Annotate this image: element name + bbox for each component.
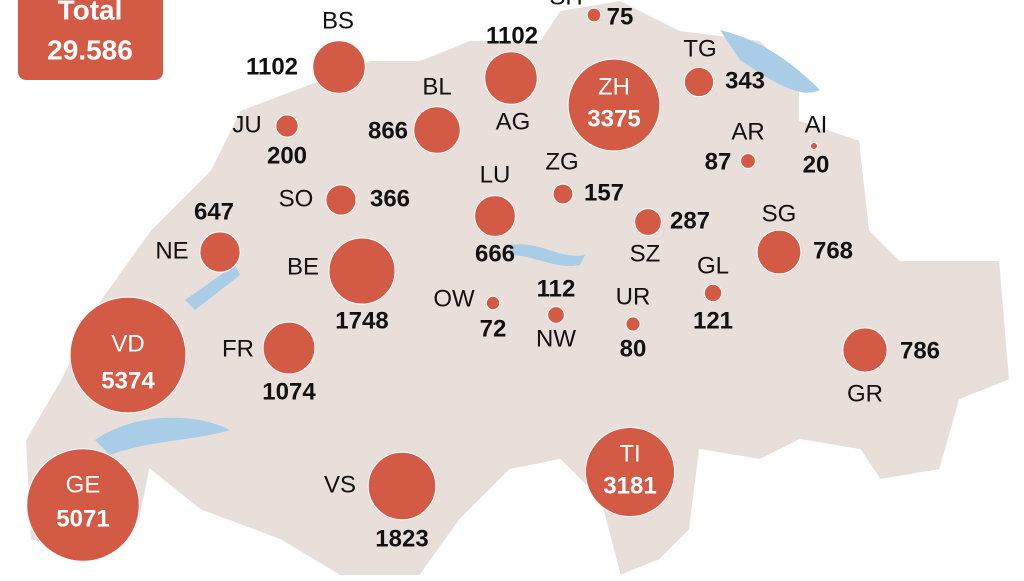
canton-value: 768 [813, 237, 853, 264]
canton-code: AG [496, 108, 531, 135]
canton-code: NW [536, 325, 576, 352]
canton-value: 112 [537, 275, 576, 302]
canton-code: ZH [598, 73, 630, 100]
canton-code: GE [66, 471, 101, 498]
total-label: Total [58, 0, 123, 25]
bubble [842, 327, 888, 373]
bubble [809, 141, 819, 151]
canton-value: 1102 [486, 22, 538, 49]
bubble [552, 183, 574, 205]
canton-code: OW [433, 285, 475, 312]
bubble [586, 7, 602, 23]
canton-code: UR [616, 283, 651, 310]
canton-value: 1748 [335, 307, 388, 334]
lake [510, 244, 585, 267]
canton-value: 1823 [375, 525, 428, 552]
canton-value: 1102 [246, 53, 298, 80]
bubble [474, 195, 516, 237]
lake [185, 265, 240, 310]
bubble [740, 153, 756, 169]
canton-code: GR [847, 380, 883, 407]
bubble [625, 316, 641, 332]
bubble [367, 451, 437, 521]
canton-value: 666 [475, 240, 515, 267]
canton-code: AR [731, 118, 764, 145]
canton-code: TI [619, 440, 640, 467]
canton-value: 75 [607, 3, 634, 30]
canton-value: 786 [900, 337, 940, 364]
bubble [485, 295, 501, 311]
canton-code: LU [480, 161, 511, 188]
canton-code: JU [232, 111, 261, 138]
bubble [262, 321, 316, 375]
bubble [325, 184, 357, 216]
canton-value: 287 [670, 207, 710, 234]
canton-code: SH [549, 0, 582, 10]
canton-code: VS [324, 471, 356, 498]
canton-value: 80 [620, 335, 647, 362]
lake [95, 417, 230, 455]
canton-code: BS [322, 7, 354, 34]
canton-code: VD [111, 330, 144, 357]
bubble [756, 229, 802, 275]
canton-code: SG [762, 200, 797, 227]
bubble [69, 296, 187, 414]
bubble [703, 283, 723, 303]
canton-value: 866 [368, 117, 408, 144]
canton-code: BL [422, 73, 451, 100]
bubble [199, 231, 241, 273]
canton-value: 3181 [603, 472, 656, 499]
bubble [547, 306, 565, 324]
canton-value: 5374 [101, 367, 155, 394]
bubble [484, 51, 538, 105]
bubble [312, 40, 366, 94]
bubble [413, 106, 461, 154]
canton-value: 343 [725, 67, 765, 94]
bubble [584, 426, 676, 518]
canton-code: GL [697, 252, 729, 279]
canton-code: SO [279, 185, 314, 212]
canton-value: 1074 [262, 378, 316, 405]
canton-value: 647 [194, 198, 234, 225]
canton-code: FR [222, 335, 254, 362]
canton-value: 366 [370, 185, 410, 212]
canton-value: 3375 [587, 105, 640, 132]
bubble [275, 114, 299, 138]
bubble [634, 208, 662, 236]
canton-value: 87 [705, 148, 732, 175]
lake [720, 30, 820, 93]
canton-code: AI [805, 111, 828, 138]
canton-code: TG [683, 35, 716, 62]
bubble [683, 66, 715, 98]
canton-code: ZG [545, 148, 578, 175]
bubble [328, 237, 396, 305]
canton-value: 5071 [56, 505, 109, 532]
canton-code: SZ [630, 240, 661, 267]
canton-value: 157 [584, 179, 624, 206]
canton-value: 121 [693, 307, 733, 334]
canton-value: 20 [803, 151, 830, 178]
total-value: 29.586 [47, 34, 133, 65]
bubble [26, 448, 140, 562]
canton-value: 72 [480, 315, 507, 342]
canton-value: 200 [267, 142, 307, 169]
canton-code: BE [287, 253, 319, 280]
canton-code: NE [155, 237, 188, 264]
total-box [18, 0, 163, 80]
bubble [567, 58, 661, 152]
